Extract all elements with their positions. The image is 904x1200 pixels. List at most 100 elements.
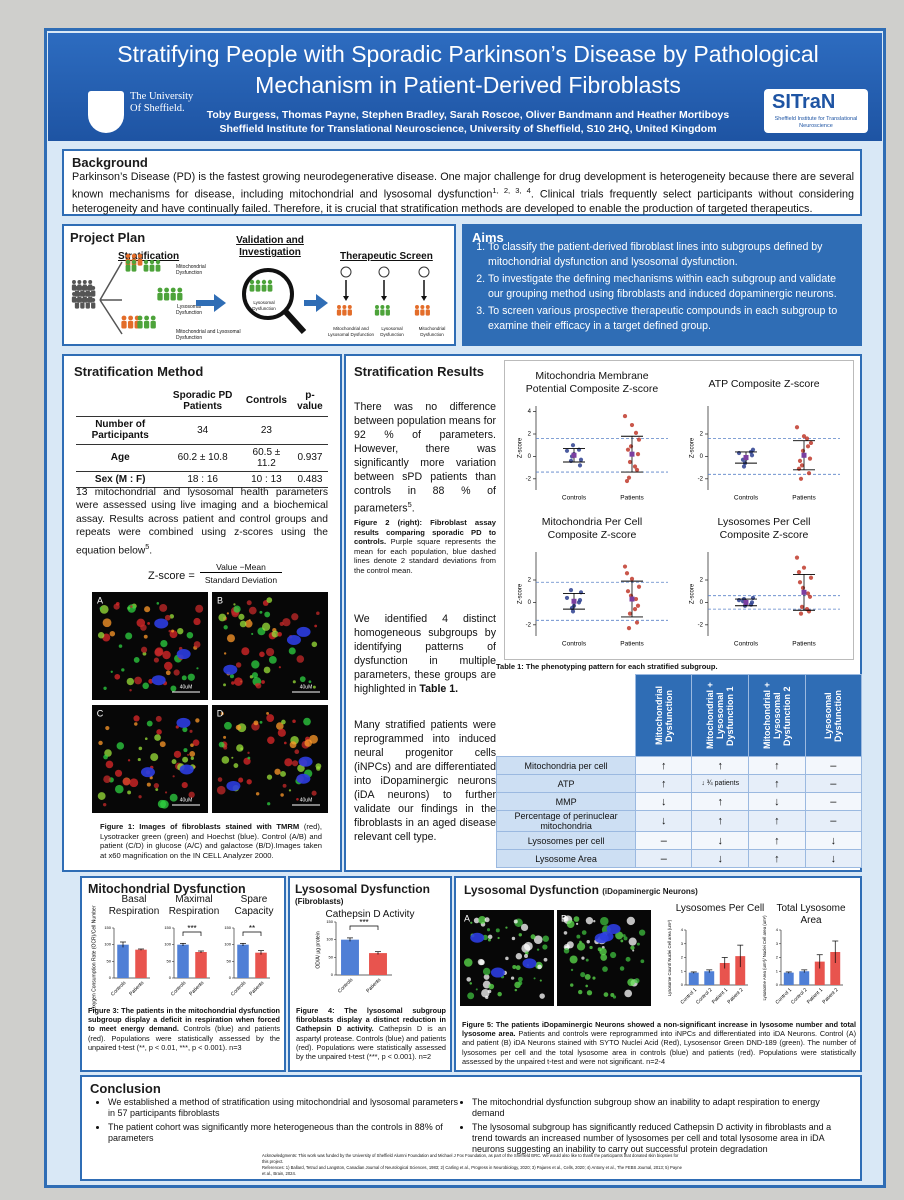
table-row: Mitochondria per cell ↑ ↑ ↑ – <box>495 756 863 775</box>
table-cell: 60.5 ± 11.2 <box>240 444 292 472</box>
text: We identified 4 distinct homogeneous sub… <box>354 613 496 695</box>
equation-lhs: Z-score = <box>148 570 195 582</box>
column-label: Mitochondrial + Lysosomal Dysfunction 1 <box>705 682 736 749</box>
table-cell: ↑ <box>748 810 806 832</box>
table-cell: ↓ <box>691 849 750 868</box>
table-header: Controls <box>240 386 292 417</box>
conclusion-item: We established a method of stratificatio… <box>108 1097 458 1119</box>
caption-label: Figure 5: The patients iDopaminergic Neu… <box>462 1020 856 1039</box>
table-cell: ↓ <box>804 831 863 850</box>
aim: To classify the patient-derived fibrobla… <box>488 240 850 269</box>
table-cell: ↑ <box>691 810 750 832</box>
section-subtitle: (Fibroblasts) <box>295 897 344 906</box>
row-label: Age <box>76 444 165 472</box>
figure-caption: Figure 4: The lysosomal subgroup fibrobl… <box>296 1006 446 1061</box>
caption-text: Purple square represents the mean for ea… <box>354 537 496 575</box>
table-cell: 0.937 <box>291 444 328 472</box>
table-cell: 23 <box>240 416 292 445</box>
table-cell: ↓ <box>635 810 693 832</box>
figure-2-panel <box>504 360 854 660</box>
section-title: Lysosomal Dysfunction (iDopaminergic Neu… <box>464 883 698 897</box>
conclusion-item: The lysosomal subgroup has significantly… <box>472 1122 852 1155</box>
column-label: Mitochondrial + Lysosomal Dysfunction 2 <box>761 682 792 749</box>
text: Lysosomal Dysfunction <box>464 883 599 897</box>
results-text: We identified 4 distinct homogeneous sub… <box>354 612 496 696</box>
table-cell: ↓ <box>691 831 750 850</box>
plot-title: Lysosomes Per Cell Composite Z-score <box>717 516 811 541</box>
conclusion-list: The mitochondrial dysfunction subgroup s… <box>452 1097 852 1155</box>
table-cell <box>497 675 636 757</box>
table-cell: ↑ <box>748 774 806 793</box>
caption-label: Figure 1: Images of fibroblasts stained … <box>100 822 300 831</box>
stage-label: Validation and Investigation <box>236 235 304 258</box>
column-header: Mitochondrial Dysfunction <box>635 674 693 757</box>
table-cell: 10 : 13 <box>240 471 292 488</box>
table-row: Lysosomes per cell – ↓ ↑ ↓ <box>495 831 863 850</box>
table-cell: ↑ <box>691 792 750 811</box>
university-name: The University Of Sheffield. <box>130 91 194 114</box>
row-label: Lysosome Area <box>495 849 637 868</box>
row-label: Number of Participants <box>76 416 165 445</box>
section-title: Background <box>72 155 148 170</box>
chart-title: Total Lysosome Area <box>776 903 846 926</box>
caption-text: Cathepsin D is an aspartyl protease. Con… <box>296 1024 447 1062</box>
plot-title: Mitochondria Per Cell Composite Z-score <box>541 516 643 541</box>
table-cell: ↓ ¾ patients <box>691 774 750 793</box>
group-label: Mitochondrial and Lysosomal Dysfunction <box>327 326 375 337</box>
caption-label: Figure 3: The patients in the mitochondr… <box>88 1006 280 1034</box>
plot-title: ATP Composite Z-score <box>708 378 820 390</box>
caption-label: Figure 4: The lysosomal subgroup fibrobl… <box>296 1006 446 1034</box>
chart-title: Lysosomes Per Cell <box>675 903 765 914</box>
table-cell: ↑ <box>748 831 806 850</box>
table-row: Lysosome Area – ↓ ↑ ↓ <box>495 849 863 868</box>
table-cell: ↑ <box>748 849 806 868</box>
column-header: Mitochondrial + Lysosomal Dysfunction 1 <box>691 674 750 757</box>
group-label: Lysosomal Dysfunction <box>252 300 276 311</box>
institute-logo-text: SITraN <box>772 91 836 113</box>
text: (iDopaminergic Neurons) <box>602 887 698 896</box>
table-cell: – <box>635 831 693 850</box>
row-label: MMP <box>495 792 637 811</box>
section-title: Stratification Results <box>354 364 485 379</box>
reference: 5 <box>407 500 412 509</box>
row-label: Percentage of perinuclear mitochondria <box>495 810 637 832</box>
acknowledgments: Acknowledgments: This work was funded by… <box>262 1153 679 1164</box>
group-label: Mitochondrial and Lysosomal Dysfunction <box>176 329 241 341</box>
aims-section: Aims To classify the patient-derived fib… <box>462 224 862 346</box>
aims-list: To classify the patient-derived fibrobla… <box>464 240 850 333</box>
poster-title: Stratifying People with Sporadic Parkins… <box>117 41 819 98</box>
ida-section: Lysosomal Dysfunction (iDopaminergic Neu… <box>454 876 862 1072</box>
conclusion-item: The mitochondrial dysfunction subgroup s… <box>472 1097 852 1119</box>
section-title: Stratification Method <box>74 364 204 379</box>
text: . <box>149 545 153 557</box>
row-label: Mitochondria per cell <box>495 756 637 775</box>
section-title: Lysosomal Dysfunction <box>295 882 430 896</box>
aim: To screen various prospective therapeuti… <box>488 304 850 333</box>
table-cell <box>76 386 165 417</box>
figure-caption: Figure 3: The patients in the mitochondr… <box>88 1006 280 1052</box>
university-crest <box>88 91 124 133</box>
method-text: 13 mitochondrial and lysosomal health pa… <box>76 486 328 557</box>
table-cell: ↓ <box>748 792 806 811</box>
table-row: MMP ↓ ↑ ↓ – <box>495 792 863 811</box>
chart-title: Cathepsin D Activity <box>325 909 415 920</box>
table-cell: – <box>635 849 693 868</box>
results-text: There was no difference between populati… <box>354 400 496 516</box>
figure-caption: Figure 2 (right): Fibroblast assay resul… <box>354 518 496 576</box>
text: 13 mitochondrial and lysosomal health pa… <box>76 487 328 557</box>
group-label: Mitochondrial Dysfunction <box>418 326 446 337</box>
table-header: p-value <box>291 386 328 417</box>
stage-label: Stratification <box>118 251 180 262</box>
equation-denominator: Standard Deviation <box>204 575 278 585</box>
section-title: Project Plan <box>70 230 146 245</box>
stratification-results-section: Stratification Results There was no diff… <box>344 354 863 872</box>
section-title: Aims <box>472 230 504 245</box>
figure-caption: Figure 5: The patients iDopaminergic Neu… <box>462 1020 856 1066</box>
text: . Clinical trials frequently select part… <box>72 188 854 215</box>
table-cell: – <box>804 774 863 793</box>
table-cell: 60.2 ± 10.8 <box>164 444 241 472</box>
caption-text: (red), Lysotracker green (green) and Hoe… <box>100 822 322 860</box>
table-cell: ↓ <box>635 792 693 811</box>
aim: To investigate the defining mechanisms w… <box>488 272 850 301</box>
table-cell: – <box>804 810 863 832</box>
